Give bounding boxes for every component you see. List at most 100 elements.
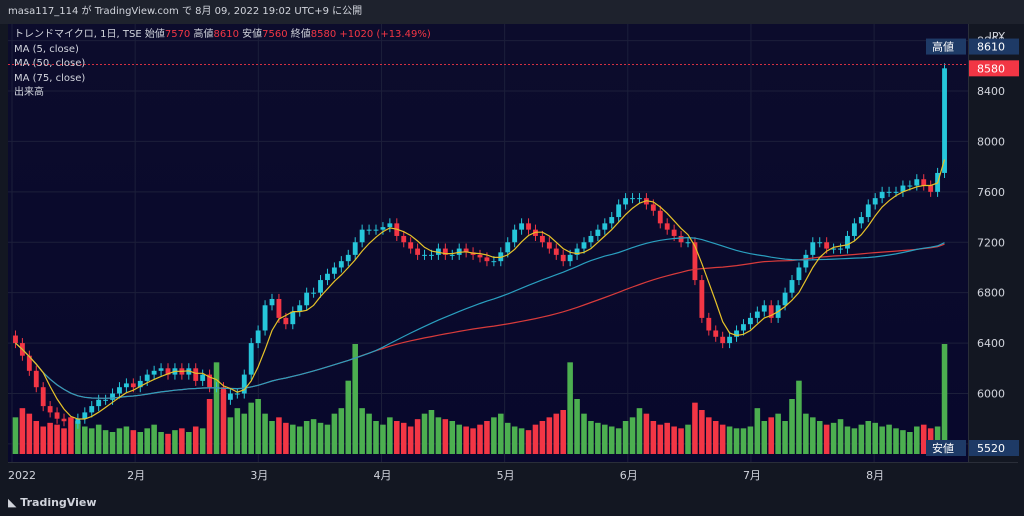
volume-bar [303,421,310,454]
candle-body [900,185,906,192]
candle-body [928,185,934,192]
candle-body [782,292,788,306]
volume-bar [213,362,220,454]
candle-body [304,292,310,306]
volume-bar [546,417,553,454]
price-axis[interactable]: JPY 560060006400680072007600800084008800… [968,24,1019,462]
legend-low-label: 安値 [242,29,263,40]
candle-body [907,185,913,187]
volume-bar [331,413,338,454]
high-side-label-bg [926,38,966,55]
volume-bar [692,402,698,454]
low-price-tag-bg [969,440,1019,456]
time-axis[interactable]: 2022 2月 3月 4月 5月 6月 7月 8月 [8,462,1018,487]
candle-body [297,305,303,312]
volume-bar [19,408,26,454]
volume-bar [123,426,130,454]
volume-bar [574,399,580,454]
candle-body [463,248,469,253]
volume-bar [810,417,816,454]
volume-bar [567,362,573,454]
volume-bar [234,408,241,454]
volume-bar [158,432,164,454]
volume-bar [858,424,865,454]
volume-bar [789,399,795,454]
volume-bar [283,422,289,454]
volume-bar [719,424,726,454]
volume-bar [186,432,192,454]
legend-ma75[interactable]: MA (75, close) [14,72,86,84]
candle-body [595,229,601,236]
volume-bar [893,428,899,454]
candle-body [720,336,726,344]
candle-body [845,235,850,249]
candle-body [491,261,497,263]
volume-bar [678,428,684,454]
volume-bar [394,421,400,454]
candle-body [123,383,129,388]
candle-body [338,261,344,268]
legend-ma5[interactable]: MA (5, close) [14,43,79,55]
legend-close-label: 終値 [290,29,311,40]
candle-body [151,370,157,375]
volume-bar [844,426,851,454]
volume-bar [262,413,268,454]
volume-bar [761,421,768,454]
volume-bar [588,421,594,454]
volume-bar [553,413,560,454]
tradingview-logo[interactable]: ◣ TradingView [8,496,97,509]
volume-bar [712,421,719,454]
candle-body [255,330,261,344]
candle-body [325,273,330,281]
volume-bar [782,421,788,454]
candle-body [33,370,39,388]
candle-body [761,305,767,312]
candle-body [914,179,920,186]
candle-body [838,248,843,250]
candle-body [921,179,927,186]
legend-close-value: 8580 [310,29,337,40]
volume-bar [40,426,46,454]
volume-bar [941,344,948,454]
legend-open-value: 7570 [164,29,191,40]
price-tick-label: 8400 [977,85,1005,98]
legend-volume[interactable]: 出来高 [14,87,44,98]
volume-bar [886,424,892,454]
plot-area[interactable]: 高値 安値 トレンドマイクロ, 1日, TSE 始値7570 高値8610 安値7… [8,24,968,462]
candle-body [657,210,663,224]
candle-body [234,393,240,395]
volume-bar [317,422,324,454]
volume-bar [109,432,116,454]
volume-bar [290,424,296,454]
time-tick-label: 6月 [620,469,638,482]
volume-bar [269,421,275,454]
volume-bar [914,426,920,454]
candle-body [553,248,559,255]
candle-body [449,254,455,256]
volume-bar [581,413,587,454]
candle-body [512,229,518,243]
candle-body [526,223,531,230]
volume-bar [511,426,518,454]
tradingview-brand: TradingView [20,496,97,509]
candle-body [331,267,337,274]
volume-bar [879,426,885,454]
legend-high-value: 8610 [213,29,239,40]
legend-open-label: 始値 [144,29,165,40]
volume-bar [33,421,40,454]
low-price-tag: 5520 [977,442,1005,455]
candle-body [539,235,545,243]
volume-bar [296,426,303,454]
candle-body [581,242,587,249]
volume-bar [151,424,157,454]
volume-bar [61,428,67,454]
volume-bar [345,380,352,454]
candle-body [13,335,18,344]
volume-bar [206,399,213,454]
candle-body [241,374,247,394]
legend-ma50[interactable]: MA (50, close) [14,58,86,69]
candle-body [671,229,677,236]
candle-body [664,223,670,230]
volume-bar [498,413,504,454]
